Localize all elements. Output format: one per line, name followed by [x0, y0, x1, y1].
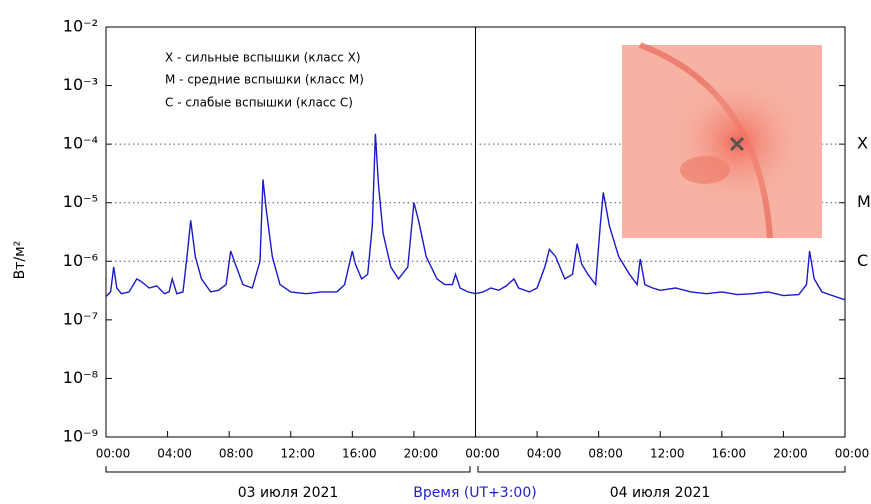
x-tick-label: 12:00	[650, 447, 685, 461]
active-region	[680, 156, 730, 184]
x-tick-label: 20:00	[773, 447, 808, 461]
y-tick-label: 10⁻⁴	[63, 134, 98, 153]
y-tick-label: 10⁻⁷	[63, 309, 98, 328]
x-tick-label: 04:00	[157, 447, 192, 461]
x-tick-label: 04:00	[527, 447, 562, 461]
class-level-label: C	[857, 251, 868, 270]
y-tick-label: 10⁻⁵	[63, 192, 98, 211]
x-tick-label: 08:00	[588, 447, 623, 461]
day-label: 04 июля 2021	[610, 485, 711, 501]
class-level-label: M	[857, 192, 871, 211]
y-tick-label: 10⁻⁸	[63, 368, 98, 387]
x-tick-label: 08:00	[219, 447, 254, 461]
x-tick-label: 20:00	[404, 447, 439, 461]
y-tick-label: 10⁻³	[63, 75, 98, 94]
y-tick-label: 10⁻²	[63, 17, 98, 36]
x-tick-label: 16:00	[712, 447, 747, 461]
annotation: X - сильные вспышки (класс X)	[165, 51, 361, 65]
flare-glow	[622, 45, 822, 238]
sun-image	[622, 45, 822, 238]
x-tick-label: 00:00	[96, 447, 131, 461]
y-tick-label: 10⁻⁹	[63, 427, 98, 446]
x-tick-label: 16:00	[342, 447, 377, 461]
y-axis-label: Вт/м²	[12, 241, 28, 280]
annotation: M - средние вспышки (класс M)	[165, 73, 364, 87]
x-tick-label: 00:00	[835, 447, 870, 461]
class-level-label: X	[857, 134, 868, 153]
day-label: 03 июля 2021	[238, 485, 339, 501]
x-tick-label: 12:00	[280, 447, 315, 461]
x-tick-label: 00:00	[465, 447, 500, 461]
annotation: C - слабые вспышки (класс C)	[165, 96, 353, 110]
x-axis-label: Время (UT+3:00)	[413, 485, 536, 501]
chart: X - сильные вспышки (класс X) M - средни…	[0, 0, 871, 504]
day-brackets	[106, 466, 845, 472]
y-tick-label: 10⁻⁶	[63, 251, 98, 270]
